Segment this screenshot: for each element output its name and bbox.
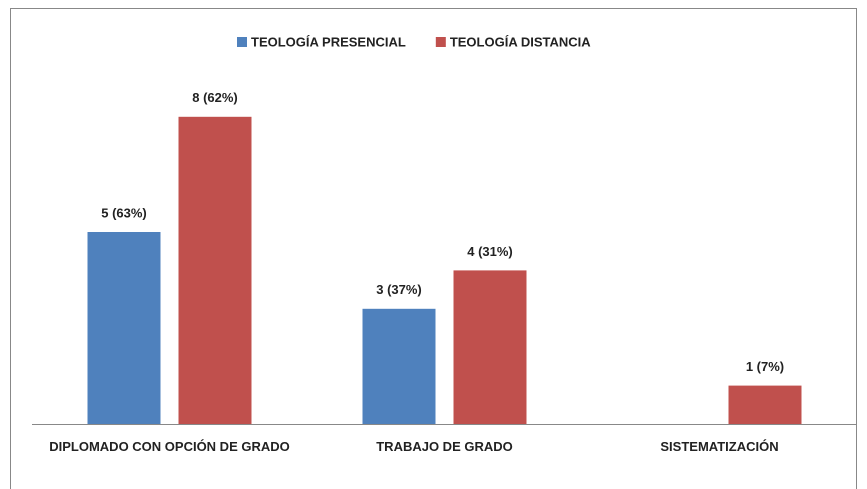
legend-swatch [435,37,446,47]
bar [362,308,436,424]
legend-swatch [237,37,247,47]
data-label: 8 (62%) [192,90,238,105]
data-label: 1 (7%) [746,359,784,374]
x-tick-label: SISTEMATIZACIÓN [660,439,778,454]
legend-label: TEOLOGÍA DISTANCIA [450,34,591,49]
x-tick-label: TRABAJO DE GRADO [376,439,513,454]
bar [728,385,802,424]
bar [453,270,527,424]
x-tick-label: DIPLOMADO CON OPCIÓN DE GRADO [49,439,290,454]
bar [87,232,161,424]
bar [178,116,252,425]
data-label: 3 (37%) [376,282,422,297]
legend-label: TEOLOGÍA PRESENCIAL [251,34,406,49]
data-label: 5 (63%) [101,205,147,220]
data-label: 4 (31%) [467,244,513,259]
